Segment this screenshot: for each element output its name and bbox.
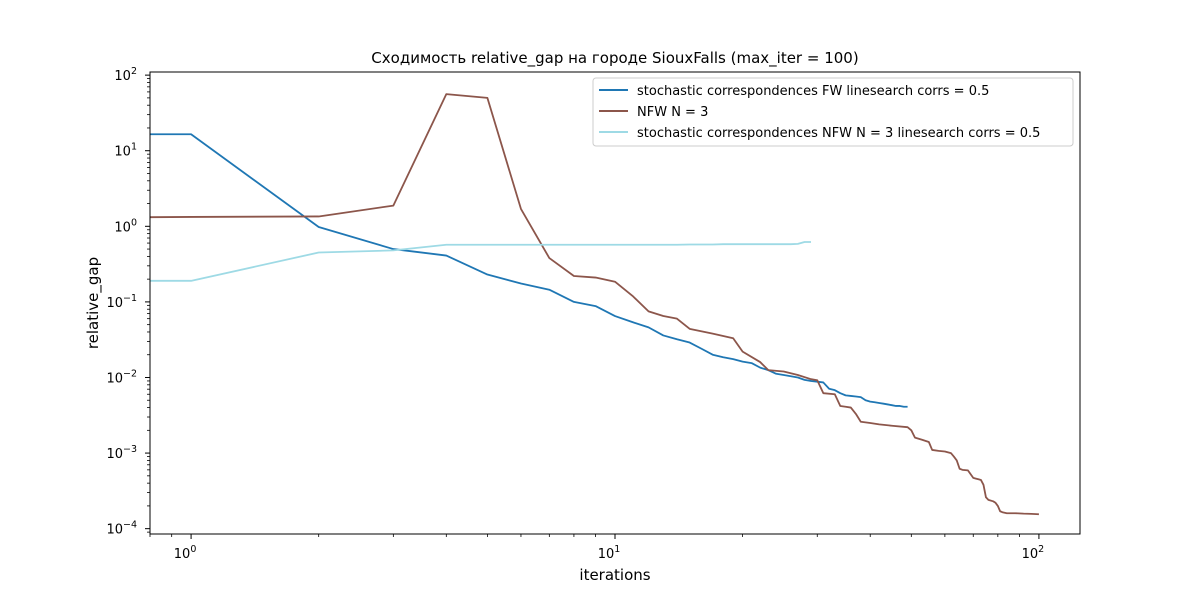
y-tick-label: 10−2 — [106, 368, 137, 386]
y-tick-label: 10−1 — [106, 293, 137, 311]
chart-title: Сходимость relative_gap на городе SiouxF… — [371, 49, 858, 68]
legend-label: stochastic correspondences FW linesearch… — [637, 84, 989, 99]
y-tick-label: 10−4 — [106, 520, 137, 538]
plot-area — [150, 93, 1039, 516]
y-tick-label: 102 — [114, 66, 137, 84]
series-line-2 — [150, 93, 1039, 516]
legend-label: stochastic correspondences NFW N = 3 lin… — [637, 126, 1040, 141]
x-axis-label: iterations — [579, 566, 650, 584]
series-line-1 — [150, 133, 908, 408]
x-tick-label: 100 — [174, 544, 197, 562]
x-tick-label: 102 — [1022, 544, 1045, 562]
series-line-3 — [150, 241, 812, 282]
legend: stochastic correspondences FW linesearch… — [592, 77, 1074, 147]
legend-label: NFW N = 3 — [637, 105, 708, 120]
axes-ticks: 100 101 102 10−4 10−3 10−2 10−1 100 101 102 — [106, 66, 1044, 562]
legend-box — [592, 77, 1074, 147]
y-tick-label: 100 — [114, 217, 137, 235]
x-tick-label: 101 — [598, 544, 621, 562]
y-tick-label: 101 — [114, 142, 137, 160]
y-axis-label: relative_gap — [84, 257, 103, 349]
y-tick-label: 10−3 — [106, 444, 137, 462]
